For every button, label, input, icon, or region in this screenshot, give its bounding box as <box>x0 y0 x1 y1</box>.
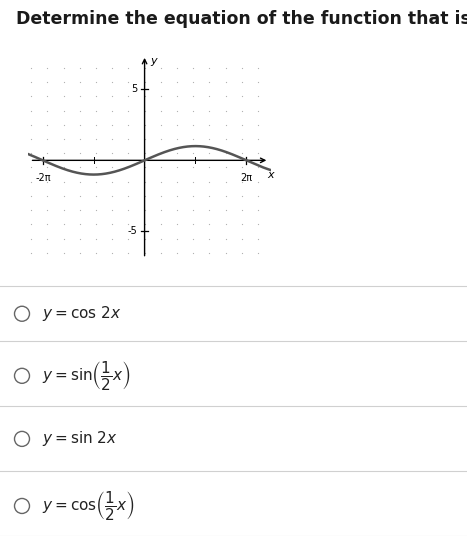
Text: 5: 5 <box>131 84 137 94</box>
Circle shape <box>14 306 29 321</box>
Circle shape <box>14 498 29 513</box>
Circle shape <box>14 431 29 446</box>
Text: $y = \mathrm{cos}\ 2x$: $y = \mathrm{cos}\ 2x$ <box>42 304 121 323</box>
Text: -5: -5 <box>127 227 137 236</box>
Circle shape <box>14 368 29 383</box>
Text: 2π: 2π <box>240 173 252 183</box>
Text: x: x <box>268 170 274 180</box>
Text: y: y <box>150 56 157 66</box>
Text: $y = \mathrm{sin}\left(\dfrac{1}{2}x\right)$: $y = \mathrm{sin}\left(\dfrac{1}{2}x\rig… <box>42 359 131 392</box>
Text: Determine the equation of the function that is graphed.: Determine the equation of the function t… <box>16 10 467 28</box>
Text: -2π: -2π <box>35 173 51 183</box>
Text: $y = \mathrm{sin}\ 2x$: $y = \mathrm{sin}\ 2x$ <box>42 429 118 449</box>
Text: $y = \mathrm{cos}\left(\dfrac{1}{2}x\right)$: $y = \mathrm{cos}\left(\dfrac{1}{2}x\rig… <box>42 489 134 523</box>
